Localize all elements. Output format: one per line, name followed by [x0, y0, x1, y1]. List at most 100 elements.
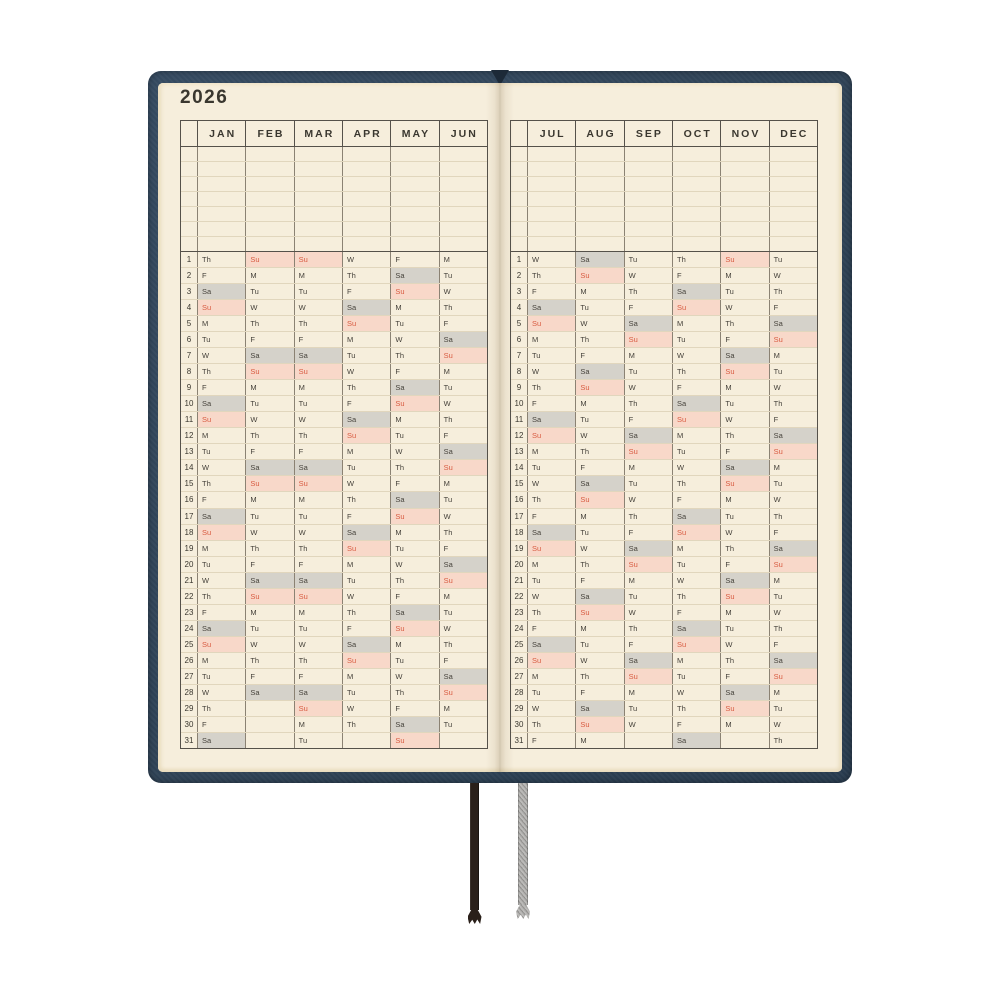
- weekday-cell: Th: [773, 511, 783, 521]
- weekday-cell: M: [198, 428, 247, 444]
- weekday-cell: M: [443, 591, 450, 601]
- weekday-cell: W: [528, 364, 577, 380]
- weekday-cell: Su: [672, 524, 722, 540]
- weekday-cell: Su: [342, 316, 392, 332]
- blank-cell: [673, 237, 722, 251]
- blank-number-cell: [181, 207, 198, 221]
- weekday-cell: Tu: [295, 284, 343, 300]
- weekday-cell: Sa: [721, 684, 770, 700]
- calendar-row: 10 F M Th Sa Tu Th: [511, 396, 817, 413]
- day-number-cell: 30: [181, 716, 198, 732]
- weekday-cell: M: [625, 348, 673, 364]
- weekday-cell: F: [528, 396, 577, 412]
- weekday-cell: Tu: [673, 444, 722, 460]
- weekday-cell: W: [198, 348, 247, 364]
- weekday-cell: W: [391, 444, 440, 460]
- weekday-cell: Th: [673, 588, 722, 604]
- weekday-cell: Tu: [773, 591, 783, 601]
- blank-cell: [625, 237, 673, 251]
- weekday-cell: M: [391, 524, 440, 540]
- weekday-cell: W: [198, 684, 247, 700]
- weekday-cell: Tu: [198, 332, 247, 348]
- weekday-cell: F: [391, 252, 440, 268]
- weekday-cell: M: [528, 556, 577, 572]
- weekday-cell: W: [198, 460, 247, 476]
- day-number-cell: 23: [511, 604, 528, 620]
- weekday-cell: Tu: [773, 255, 783, 265]
- day-number-cell: 9: [511, 380, 528, 396]
- calendar-row: 6 M Th Su Tu F Su: [511, 332, 817, 349]
- day-number-cell: 21: [181, 572, 198, 588]
- weekday-cell: Su: [391, 396, 440, 412]
- calendar-row: 23 Th Su W F M W: [511, 604, 817, 621]
- day-number-cell: 5: [181, 316, 198, 332]
- weekday-cell: W: [625, 716, 673, 732]
- weekday-cell: Su: [672, 412, 722, 428]
- calendar-row: [181, 147, 487, 162]
- calendar-row: [511, 222, 817, 237]
- day-number-cell: 30: [511, 716, 528, 732]
- blank-cell: [295, 162, 343, 176]
- calendar-row: 26 M Th Th Su Tu F: [181, 652, 487, 669]
- weekday-cell: Sa: [672, 620, 722, 636]
- weekday-cell: M: [721, 492, 770, 508]
- weekday-cell: M: [773, 575, 780, 585]
- day-number-cell: 21: [511, 572, 528, 588]
- weekday-cell: Tu: [721, 396, 770, 412]
- day-number-cell: 1: [511, 252, 528, 268]
- month-header-cell: OCT: [673, 121, 722, 146]
- weekday-cell: Su: [439, 348, 487, 364]
- month-header-cell: JUL: [528, 121, 577, 146]
- blank-cell: [391, 147, 440, 161]
- weekday-cell: Tu: [295, 508, 343, 524]
- calendar-row: 20 M Th Su Tu F Su: [511, 556, 817, 573]
- day-number-cell: 14: [181, 460, 198, 476]
- weekday-cell: F: [673, 492, 722, 508]
- weekday-cell: W: [295, 412, 343, 428]
- blank-cell: [198, 147, 247, 161]
- calendar-row: 31 F M Sa Th: [511, 732, 817, 748]
- day-number-cell: 2: [181, 268, 198, 284]
- blank-cell: [576, 237, 625, 251]
- blank-cell: [391, 222, 440, 236]
- day-number-cell: 6: [511, 332, 528, 348]
- weekday-cell: Th: [246, 428, 295, 444]
- weekday-cell: Su: [624, 332, 673, 348]
- day-number-cell: 20: [511, 556, 528, 572]
- weekday-cell: M: [625, 572, 673, 588]
- weekday-cell: Sa: [391, 268, 440, 284]
- calendar-row: JAN FEB MAR APR MAY JUN: [181, 121, 487, 147]
- weekday-cell: Sa: [576, 252, 625, 268]
- calendar-row: 8 Th Su Su W F M: [181, 364, 487, 381]
- blank-cell: [770, 222, 817, 236]
- blank-cell: [625, 177, 673, 191]
- weekday-cell: M: [343, 332, 392, 348]
- calendar-row: [511, 207, 817, 222]
- weekday-cell: M: [528, 444, 577, 460]
- blank-cell: [295, 192, 343, 206]
- blank-cell: [625, 207, 673, 221]
- weekday-cell: W: [721, 524, 770, 540]
- weekday-cell: Th: [528, 604, 577, 620]
- weekday-cell: Tu: [576, 300, 625, 316]
- weekday-cell: F: [295, 332, 343, 348]
- weekday-cell: Su: [294, 700, 343, 716]
- weekday-cell: F: [721, 668, 770, 684]
- month-header-cell: NOV: [721, 121, 770, 146]
- weekday-cell: Th: [625, 284, 673, 300]
- weekday-cell: [440, 733, 487, 748]
- weekday-cell: Tu: [576, 412, 625, 428]
- blank-cell: [391, 162, 440, 176]
- weekday-cell: M: [246, 492, 295, 508]
- calendar-row: 4 Sa Tu F Su W F: [511, 300, 817, 317]
- weekday-cell: Tu: [673, 332, 722, 348]
- calendar-row: 11 Sa Tu F Su W F: [511, 412, 817, 429]
- blank-cell: [440, 237, 487, 251]
- weekday-cell: Tu: [391, 316, 440, 332]
- blank-cell: [295, 177, 343, 191]
- weekday-cell: Su: [769, 556, 817, 572]
- calendar-row: 17 F M Th Sa Tu Th: [511, 508, 817, 525]
- weekday-cell: Th: [528, 268, 577, 284]
- weekday-cell: W: [625, 268, 673, 284]
- weekday-cell: Su: [528, 316, 577, 332]
